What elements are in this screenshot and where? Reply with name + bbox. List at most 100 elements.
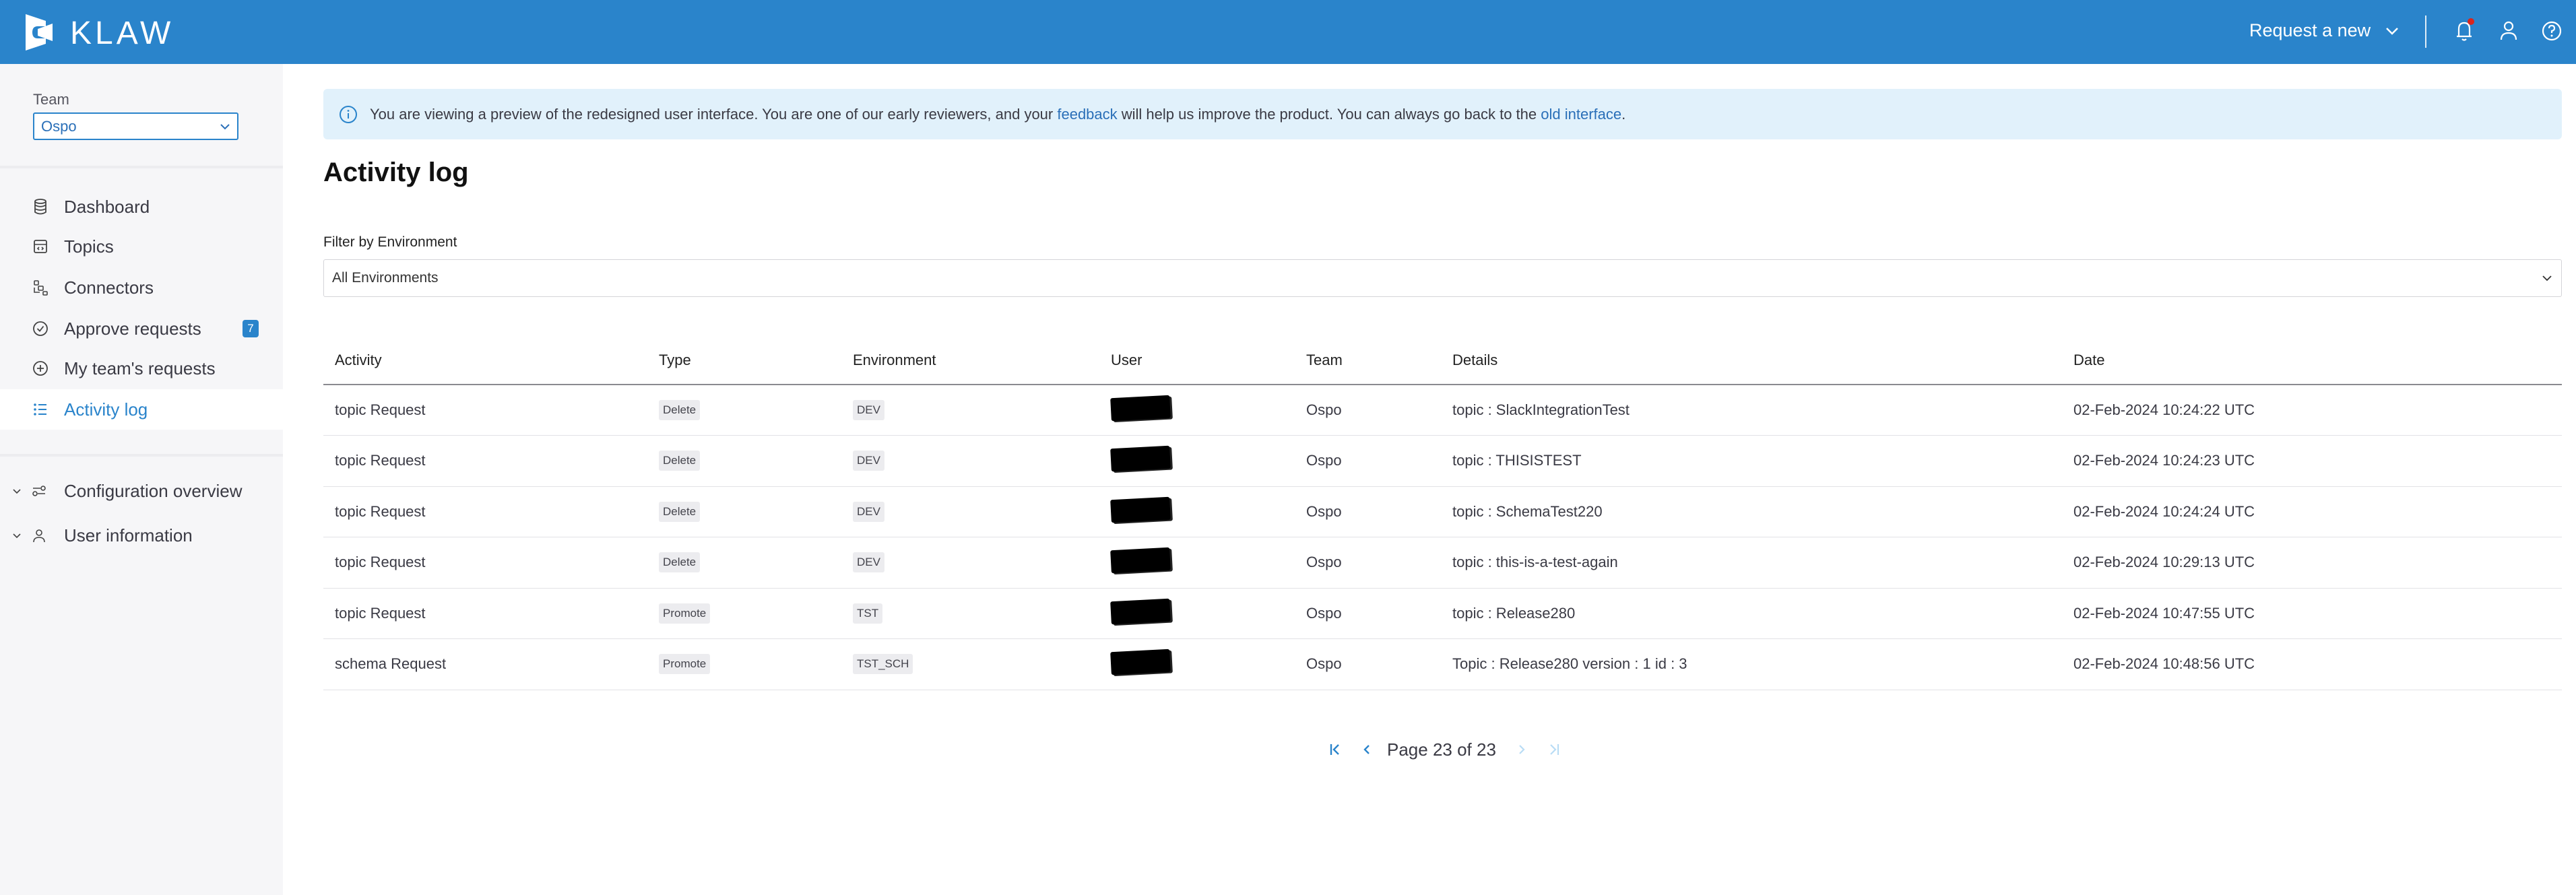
top-header: KLAW Request a new (0, 0, 2576, 64)
activity-cell: schema Request (323, 638, 647, 690)
date-cell: 02-Feb-2024 10:24:24 UTC (2062, 486, 2562, 537)
chevron-down-icon (2542, 275, 2552, 281)
previous-page-button[interactable] (1356, 739, 1378, 760)
chevron-left-icon (1363, 745, 1370, 754)
user-icon[interactable] (2495, 18, 2522, 44)
redacted-user (1110, 649, 1171, 675)
brand-name: KLAW (70, 15, 174, 51)
type-tag: Delete (659, 400, 701, 420)
chevron-down-icon (2386, 27, 2399, 35)
chevron-down-icon (220, 123, 230, 129)
team-cell: Ospo (1295, 537, 1441, 589)
redacted-user (1110, 547, 1171, 574)
last-page-button[interactable] (1543, 739, 1565, 760)
sidebar-item-dashboard[interactable]: Dashboard (0, 187, 283, 227)
user-icon (33, 529, 45, 543)
sidebar-item-topics[interactable]: Topics (0, 226, 283, 267)
table-row: topic Request Promote TST Ospo topic : Relea… (323, 588, 2562, 639)
team-select[interactable]: Ospo (33, 112, 238, 140)
user-cell (1099, 435, 1295, 487)
bell-icon[interactable] (2451, 18, 2478, 44)
environment-cell: DEV (841, 435, 1099, 487)
activity-cell: topic Request (323, 435, 647, 487)
klaw-logo[interactable] (23, 11, 59, 53)
user-cell (1099, 486, 1295, 537)
environment-tag: TST_SCH (853, 654, 913, 675)
type-tag: Delete (659, 501, 701, 522)
type-tag: Delete (659, 552, 701, 573)
column-header-details: Details (1441, 337, 2062, 385)
date-cell: 02-Feb-2024 10:47:55 UTC (2062, 588, 2562, 639)
connectors-icon (34, 280, 48, 296)
table-row: topic Request Delete DEV Ospo topic : THISIS… (323, 435, 2562, 487)
sidebar-item-label: Connectors (64, 277, 154, 298)
next-page-button[interactable] (1511, 739, 1533, 760)
column-header-team: Team (1295, 337, 1441, 385)
last-page-icon (1550, 744, 1559, 755)
type-cell: Delete (647, 537, 841, 589)
request-new-dropdown[interactable]: Request a new (2249, 20, 2399, 41)
user-cell (1099, 537, 1295, 589)
sidebar-item-label: Dashboard (64, 196, 150, 217)
plus-circle-icon (33, 361, 48, 376)
type-tag: Promote (659, 603, 711, 624)
sidebar-item-approve-requests[interactable]: Approve requests 7 (0, 308, 283, 349)
environment-cell: TST_SCH (841, 638, 1099, 690)
team-label: Team (33, 91, 69, 108)
sidebar-item-label: Approve requests (64, 318, 201, 339)
redacted-user (1110, 598, 1171, 625)
old-interface-link[interactable]: old interface (1541, 105, 1622, 123)
environment-cell: DEV (841, 486, 1099, 537)
sidebar-item-my-teams-requests[interactable]: My team's requests (0, 348, 283, 389)
info-icon (340, 105, 357, 123)
page-indicator: Page 23 of 23 (1387, 739, 1496, 760)
feedback-link[interactable]: feedback (1057, 105, 1118, 123)
environment-tag: TST (853, 603, 883, 624)
column-header-type: Type (647, 337, 841, 385)
environment-filter-select[interactable]: All Environments (323, 259, 2562, 297)
redacted-user (1110, 496, 1171, 523)
date-cell: 02-Feb-2024 10:24:23 UTC (2062, 435, 2562, 487)
user-cell (1099, 385, 1295, 436)
settings-sliders-icon (32, 486, 46, 496)
details-cell: topic : SchemaTest220 (1441, 486, 2062, 537)
code-window-icon (34, 240, 47, 253)
header-divider (2425, 15, 2426, 48)
chevron-down-icon (13, 489, 21, 494)
banner-text: You are viewing a preview of the redesig… (370, 106, 1625, 123)
table-row: topic Request Delete DEV Ospo topic : SlackI… (323, 385, 2562, 436)
team-cell: Ospo (1295, 638, 1441, 690)
banner-text-part: . (1621, 105, 1626, 123)
sidebar-group-label: User information (64, 525, 193, 545)
sidebar-group-user-information[interactable]: User information (0, 515, 283, 556)
pending-count-badge: 7 (243, 320, 259, 337)
team-cell: Ospo (1295, 435, 1441, 487)
type-cell: Promote (647, 638, 841, 690)
environment-cell: DEV (841, 537, 1099, 589)
date-cell: 02-Feb-2024 10:24:22 UTC (2062, 385, 2562, 436)
pagination: Page 23 of 23 (1324, 739, 1565, 760)
environment-cell: TST (841, 588, 1099, 639)
banner-text-part: You are viewing a preview of the redesig… (370, 105, 1058, 123)
table-header-row: Activity Type Environment User Team Deta… (323, 337, 2562, 385)
sidebar-item-label: Activity log (64, 399, 148, 420)
team-cell: Ospo (1295, 385, 1441, 436)
details-cell: topic : THISISTEST (1441, 435, 2062, 487)
first-page-button[interactable] (1324, 739, 1346, 760)
sidebar-item-connectors[interactable]: Connectors (0, 267, 283, 308)
column-header-user: User (1099, 337, 1295, 385)
team-cell: Ospo (1295, 486, 1441, 537)
sidebar-item-label: Topics (64, 236, 114, 257)
help-icon[interactable] (2538, 18, 2565, 44)
details-cell: topic : SlackIntegrationTest (1441, 385, 2062, 436)
type-cell: Delete (647, 435, 841, 487)
list-icon (34, 403, 46, 416)
activity-log-table: Activity Type Environment User Team Deta… (323, 337, 2562, 690)
activity-cell: topic Request (323, 588, 647, 639)
sidebar-item-activity-log[interactable]: Activity log (0, 389, 283, 430)
column-header-environment: Environment (841, 337, 1099, 385)
chevron-down-icon (13, 533, 21, 539)
banner-text-part: will help us improve the product. You ca… (1117, 105, 1541, 123)
sidebar-group-configuration-overview[interactable]: Configuration overview (0, 471, 283, 511)
type-cell: Delete (647, 486, 841, 537)
